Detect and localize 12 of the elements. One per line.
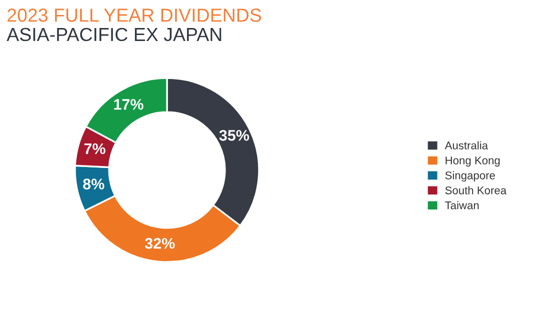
data-label: 32% — [144, 238, 175, 249]
legend-label: Singapore — [445, 171, 495, 182]
data-label: 17% — [114, 98, 144, 110]
chart-subtitle: ASIA-PACIFIC EX JAPAN — [6, 28, 222, 42]
data-label: 8% — [83, 178, 104, 190]
legend-label: Australia — [444, 141, 488, 150]
chart-title: 2023 FULL YEAR DIVIDENDS — [8, 8, 262, 22]
legend-label: South Korea — [445, 186, 507, 194]
data-label: 7% — [84, 143, 106, 154]
legend-label: Taiwan — [445, 201, 479, 210]
legend-label: Hong Kong — [446, 156, 500, 167]
data-label: 35% — [219, 130, 250, 141]
